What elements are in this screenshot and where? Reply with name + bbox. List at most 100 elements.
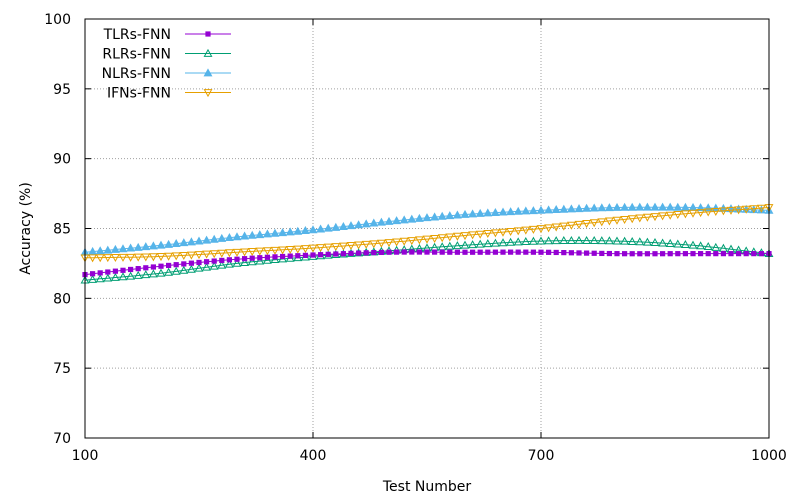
y-tick-label: 100 bbox=[44, 12, 71, 28]
data-point-tlrs-fnn bbox=[447, 249, 453, 255]
data-point-tlrs-fnn bbox=[652, 251, 658, 257]
data-point-rlrs-fnn bbox=[186, 264, 196, 273]
data-point-tlrs-fnn bbox=[226, 257, 232, 263]
data-point-ifns-fnn bbox=[642, 213, 652, 222]
x-tick-label: 700 bbox=[528, 448, 555, 464]
data-point-tlrs-fnn bbox=[432, 249, 438, 255]
data-point-ifns-fnn bbox=[665, 211, 675, 220]
legend-item-ifns-fnn: IFNs-FNN bbox=[107, 86, 231, 102]
data-point-nlrs-fnn bbox=[255, 230, 265, 239]
data-point-rlrs-fnn bbox=[574, 235, 584, 244]
data-point-tlrs-fnn bbox=[637, 251, 643, 257]
data-point-rlrs-fnn bbox=[703, 242, 713, 251]
data-point-ifns-fnn bbox=[141, 253, 151, 262]
data-point-nlrs-fnn bbox=[673, 202, 683, 211]
data-point-nlrs-fnn bbox=[156, 240, 166, 249]
data-point-rlrs-fnn bbox=[711, 242, 721, 251]
data-point-rlrs-fnn bbox=[110, 272, 120, 281]
data-point-ifns-fnn bbox=[551, 223, 561, 232]
data-point-ifns-fnn bbox=[718, 207, 728, 216]
data-point-nlrs-fnn bbox=[490, 207, 500, 216]
data-point-rlrs-fnn bbox=[217, 260, 227, 269]
legend-marker bbox=[203, 68, 213, 77]
data-point-rlrs-fnn bbox=[475, 239, 485, 248]
data-point-tlrs-fnn bbox=[515, 249, 521, 255]
data-point-tlrs-fnn bbox=[325, 251, 331, 257]
data-point-ifns-fnn bbox=[604, 217, 614, 226]
data-point-tlrs-fnn bbox=[713, 251, 719, 257]
series-nlrs-fnn bbox=[80, 202, 774, 256]
y-axis-label: Accuracy (%) bbox=[18, 182, 34, 275]
data-point-nlrs-fnn bbox=[696, 203, 706, 212]
data-point-tlrs-fnn bbox=[523, 249, 529, 255]
data-point-tlrs-fnn bbox=[622, 251, 628, 257]
data-point-tlrs-fnn bbox=[500, 249, 506, 255]
series-lines bbox=[80, 202, 774, 284]
data-point-ifns-fnn bbox=[734, 206, 744, 215]
data-point-ifns-fnn bbox=[528, 225, 538, 234]
data-point-nlrs-fnn bbox=[361, 219, 371, 228]
data-point-nlrs-fnn bbox=[285, 227, 295, 236]
data-point-nlrs-fnn bbox=[346, 221, 356, 230]
data-point-rlrs-fnn bbox=[141, 270, 151, 279]
data-point-ifns-fnn bbox=[126, 253, 136, 262]
data-point-tlrs-fnn bbox=[477, 249, 483, 255]
data-point-ifns-fnn bbox=[422, 235, 432, 244]
data-point-rlrs-fnn bbox=[642, 237, 652, 246]
data-point-tlrs-fnn bbox=[614, 251, 620, 257]
data-point-nlrs-fnn bbox=[369, 218, 379, 227]
data-point-tlrs-fnn bbox=[90, 271, 96, 277]
data-point-nlrs-fnn bbox=[460, 209, 470, 218]
data-point-nlrs-fnn bbox=[498, 207, 508, 216]
data-point-tlrs-fnn bbox=[508, 249, 514, 255]
data-point-tlrs-fnn bbox=[751, 251, 757, 257]
axis-ticks: 100 400 700 1000 70 75 80 85 90 95 100 bbox=[44, 12, 787, 464]
data-point-nlrs-fnn bbox=[475, 208, 485, 217]
data-point-tlrs-fnn bbox=[143, 265, 149, 271]
data-point-ifns-fnn bbox=[749, 205, 759, 214]
data-point-tlrs-fnn bbox=[135, 266, 141, 272]
data-point-tlrs-fnn bbox=[492, 249, 498, 255]
data-point-ifns-fnn bbox=[179, 252, 189, 261]
data-point-rlrs-fnn bbox=[148, 269, 158, 278]
data-point-tlrs-fnn bbox=[758, 251, 764, 257]
data-point-tlrs-fnn bbox=[257, 255, 263, 261]
data-point-rlrs-fnn bbox=[551, 236, 561, 245]
data-point-tlrs-fnn bbox=[553, 249, 559, 256]
data-point-ifns-fnn bbox=[680, 210, 690, 219]
data-point-rlrs-fnn bbox=[559, 236, 569, 245]
y-tick-label: 90 bbox=[53, 152, 71, 168]
data-point-tlrs-fnn bbox=[295, 253, 301, 259]
data-point-ifns-fnn bbox=[133, 253, 143, 262]
data-point-rlrs-fnn bbox=[126, 271, 136, 280]
data-point-ifns-fnn bbox=[224, 249, 234, 258]
data-point-rlrs-fnn bbox=[620, 236, 630, 245]
data-point-tlrs-fnn bbox=[287, 253, 293, 259]
data-point-nlrs-fnn bbox=[278, 228, 288, 237]
data-point-nlrs-fnn bbox=[604, 203, 614, 212]
data-point-nlrs-fnn bbox=[582, 203, 592, 212]
data-point-nlrs-fnn bbox=[635, 202, 645, 211]
data-point-nlrs-fnn bbox=[597, 203, 607, 212]
legend-item-nlrs-fnn: NLRs-FNN bbox=[102, 66, 231, 82]
data-point-ifns-fnn bbox=[498, 228, 508, 237]
data-point-tlrs-fnn bbox=[470, 249, 476, 255]
data-point-rlrs-fnn bbox=[513, 237, 523, 246]
data-point-tlrs-fnn bbox=[485, 249, 491, 255]
data-point-rlrs-fnn bbox=[627, 236, 637, 245]
y-tick-label: 70 bbox=[53, 431, 71, 447]
data-point-tlrs-fnn bbox=[561, 250, 567, 256]
data-point-nlrs-fnn bbox=[566, 204, 576, 213]
data-point-tlrs-fnn bbox=[690, 251, 696, 257]
data-point-tlrs-fnn bbox=[439, 249, 445, 255]
legend: TLRs-FNN RLRs-FNN NLRs-FNN IFNs-FNN bbox=[102, 27, 231, 102]
data-point-nlrs-fnn bbox=[680, 202, 690, 211]
data-point-tlrs-fnn bbox=[667, 251, 673, 257]
data-point-tlrs-fnn bbox=[272, 254, 278, 260]
data-point-ifns-fnn bbox=[331, 243, 341, 252]
data-point-nlrs-fnn bbox=[407, 214, 417, 223]
data-point-ifns-fnn bbox=[316, 244, 326, 253]
data-point-rlrs-fnn bbox=[133, 270, 143, 279]
